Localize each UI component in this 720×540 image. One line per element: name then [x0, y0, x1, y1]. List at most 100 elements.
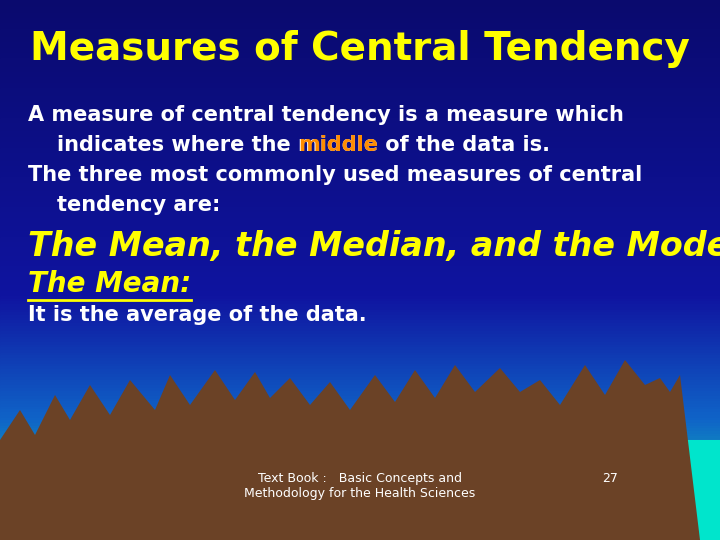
Bar — [0, 12, 720, 16]
Bar — [0, 447, 720, 451]
Bar — [0, 261, 720, 265]
Bar — [0, 363, 720, 367]
Bar — [0, 372, 720, 375]
Text: middle: middle — [298, 135, 378, 155]
Bar — [0, 31, 720, 35]
Bar — [0, 515, 720, 518]
Bar — [0, 434, 720, 437]
Bar — [0, 231, 720, 235]
Bar — [0, 85, 720, 89]
Bar — [0, 15, 720, 19]
Bar — [0, 42, 720, 46]
Bar — [0, 393, 720, 397]
Bar — [0, 417, 720, 421]
Bar — [0, 118, 720, 122]
Bar — [0, 220, 720, 224]
Bar — [0, 482, 720, 486]
Bar — [0, 10, 720, 14]
Polygon shape — [0, 360, 720, 540]
Bar — [0, 239, 720, 243]
Bar — [0, 312, 720, 316]
Bar — [0, 463, 720, 467]
Bar — [0, 183, 720, 186]
Bar — [0, 258, 720, 262]
Bar — [0, 523, 720, 526]
Bar — [0, 361, 720, 365]
Bar — [0, 129, 720, 132]
Bar — [0, 99, 720, 103]
Bar — [0, 374, 720, 378]
Bar — [0, 525, 720, 529]
Bar — [0, 444, 720, 448]
Bar — [0, 288, 720, 292]
Text: The Mean:: The Mean: — [28, 270, 192, 298]
Bar — [0, 264, 720, 267]
Bar — [0, 358, 720, 362]
Bar — [0, 80, 720, 84]
Bar — [0, 102, 720, 105]
Bar — [0, 291, 720, 294]
Bar — [0, 158, 720, 162]
Bar — [0, 0, 720, 3]
Bar — [0, 18, 720, 22]
Bar — [0, 442, 720, 446]
Bar — [0, 48, 720, 51]
Bar — [0, 339, 720, 343]
Text: A measure of central tendency is a measure which: A measure of central tendency is a measu… — [28, 105, 624, 125]
Bar — [0, 107, 720, 111]
Bar — [0, 493, 720, 497]
Bar — [0, 250, 720, 254]
Bar — [0, 88, 720, 92]
Bar — [0, 453, 720, 456]
Bar — [0, 415, 720, 419]
Bar — [0, 331, 720, 335]
Bar — [0, 496, 720, 500]
Bar — [0, 21, 720, 24]
Bar — [0, 404, 720, 408]
Bar — [0, 174, 720, 178]
Bar — [0, 469, 720, 472]
Bar — [0, 23, 720, 27]
Bar — [0, 509, 720, 513]
Bar — [0, 399, 720, 402]
Bar — [0, 423, 720, 427]
Bar — [0, 485, 720, 489]
Bar — [0, 120, 720, 124]
Bar — [0, 142, 720, 146]
Bar — [0, 474, 720, 478]
Bar — [0, 196, 720, 200]
Bar — [0, 347, 720, 351]
Bar — [0, 274, 720, 278]
Bar — [0, 320, 720, 324]
Bar — [0, 385, 720, 389]
Bar — [0, 345, 720, 348]
Bar — [0, 169, 720, 173]
Bar — [0, 161, 720, 165]
Bar — [0, 490, 720, 494]
Bar — [0, 466, 720, 470]
Bar — [0, 282, 720, 286]
Bar — [0, 61, 720, 65]
Bar — [0, 218, 720, 221]
Text: Measures of Central Tendency: Measures of Central Tendency — [30, 30, 690, 68]
Bar — [0, 247, 720, 251]
Bar — [0, 299, 720, 302]
Bar — [0, 234, 720, 238]
Bar — [0, 407, 720, 410]
Text: indicates where the middle of the data is.: indicates where the middle of the data i… — [28, 135, 550, 155]
Bar — [0, 91, 720, 94]
Bar — [0, 507, 720, 510]
Bar — [0, 201, 720, 205]
Bar — [0, 534, 720, 537]
Bar — [0, 269, 720, 273]
Bar — [0, 50, 720, 54]
Bar — [0, 420, 720, 424]
Bar — [0, 69, 720, 73]
Text: 27: 27 — [602, 472, 618, 485]
Bar — [0, 237, 720, 240]
Bar — [0, 412, 720, 416]
Bar — [0, 304, 720, 308]
Bar — [0, 164, 720, 167]
Bar — [0, 26, 720, 30]
Bar — [0, 458, 720, 462]
